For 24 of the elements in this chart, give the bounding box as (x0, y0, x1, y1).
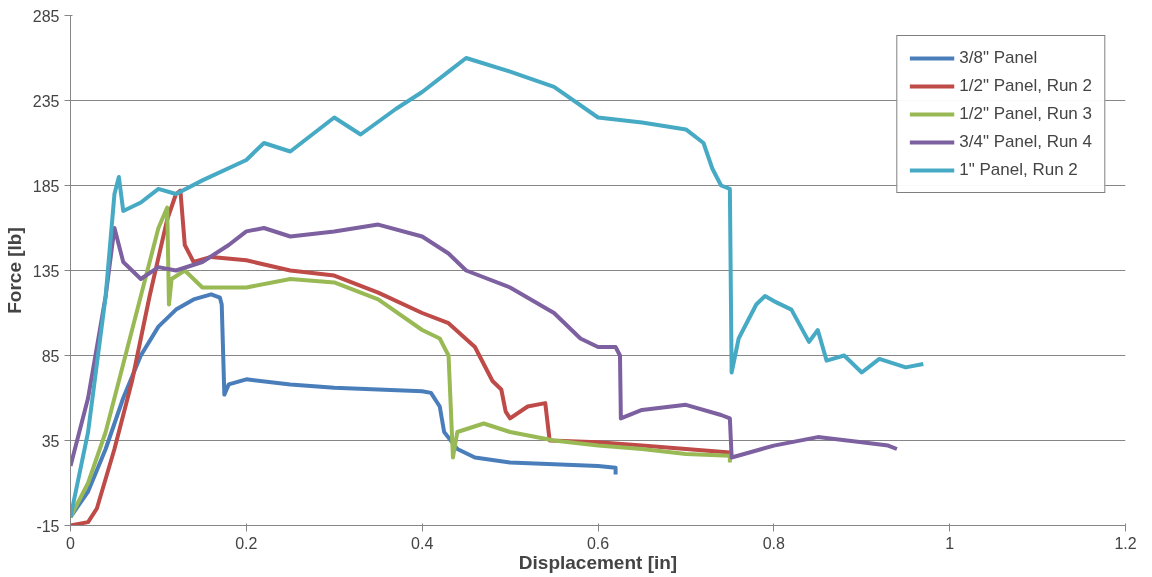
y-tick-label: 85 (41, 347, 60, 365)
legend-label: 3/4" Panel, Run 4 (959, 132, 1092, 152)
y-tick-label: 135 (32, 262, 60, 280)
y-tick-label: 185 (32, 177, 60, 195)
x-tick-label: 1 (945, 534, 955, 552)
y-tick-label: 285 (32, 7, 60, 25)
y-tick-label: 235 (32, 92, 60, 110)
x-tick-label: 0.6 (586, 534, 610, 552)
y-tick-label: -15 (36, 517, 60, 535)
legend-label: 3/8" Panel (959, 48, 1038, 68)
line-series (70, 292, 618, 519)
line-series (70, 222, 899, 468)
y-axis-title: Force [lb] (3, 227, 25, 314)
x-tick-label: 0 (66, 534, 76, 552)
x-tick-label: 1.2 (1114, 534, 1137, 552)
x-tick-label: 0.4 (411, 534, 434, 552)
x-tick-label: 0.8 (762, 534, 786, 552)
x-axis-title: Displacement [in] (518, 551, 678, 573)
legend-label: 1/2" Panel, Run 3 (959, 104, 1092, 124)
legend-label: 1/2" Panel, Run 2 (959, 76, 1092, 96)
legend-label: 1" Panel, Run 2 (959, 160, 1078, 180)
y-tick-label: 35 (41, 432, 60, 450)
x-tick-label: 0.2 (235, 534, 258, 552)
line-series (70, 56, 926, 519)
